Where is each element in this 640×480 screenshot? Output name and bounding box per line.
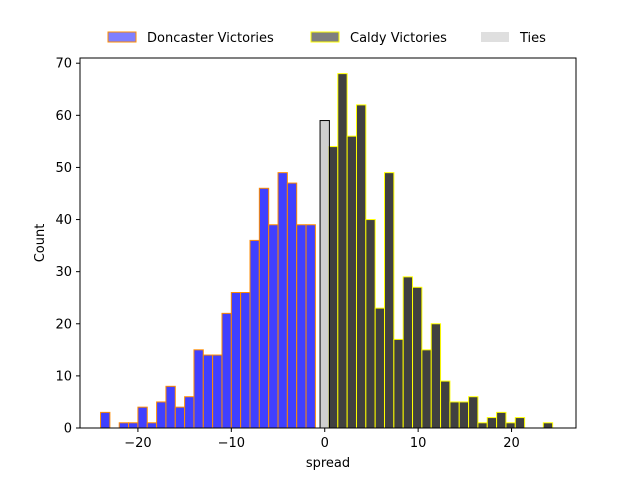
bar-doncaster	[286, 182, 298, 429]
legend-label-ties: Ties	[519, 31, 546, 46]
bar-caldy	[393, 338, 404, 429]
x-tick-label: 10	[410, 436, 427, 451]
bars-layer	[100, 73, 554, 429]
legend-swatch-ties	[481, 32, 509, 42]
bar-caldy	[477, 422, 488, 429]
bar-caldy	[355, 104, 367, 429]
bar-doncaster	[137, 406, 148, 429]
bar-doncaster	[268, 224, 279, 429]
y-axis-title: Count	[33, 224, 48, 263]
bar-doncaster	[100, 411, 111, 429]
bar-doncaster	[184, 396, 195, 429]
plot-frame	[79, 57, 577, 429]
x-axis-title: spread	[306, 456, 350, 471]
bar-doncaster	[296, 224, 307, 429]
bar-doncaster	[118, 422, 130, 429]
bar-doncaster	[305, 224, 316, 429]
bar-caldy	[402, 276, 414, 429]
legend: Doncaster Victories Caldy Victories Ties	[107, 31, 546, 46]
bar-caldy	[346, 135, 357, 429]
bar-doncaster	[128, 422, 139, 429]
bar-doncaster	[221, 312, 232, 429]
y-tick-label: 50	[55, 161, 72, 176]
bar-doncaster	[165, 385, 176, 429]
bar-doncaster	[202, 354, 214, 429]
x-tick-label: −10	[218, 436, 245, 451]
bar-caldy	[374, 307, 386, 429]
bar-caldy	[365, 219, 376, 429]
bar-caldy	[430, 323, 442, 429]
bar-caldy	[496, 411, 507, 429]
bar-caldy	[486, 417, 498, 429]
bar-caldy	[421, 349, 432, 429]
bar-doncaster	[146, 422, 158, 429]
bar-doncaster	[156, 401, 167, 429]
bar-doncaster	[258, 187, 270, 429]
bar-doncaster	[212, 354, 223, 429]
bar-doncaster	[277, 172, 288, 429]
y-tick-label: 60	[55, 109, 72, 124]
x-axis-ticks: −20 −10 0 10 20	[124, 428, 520, 451]
bar-caldy	[412, 286, 423, 429]
bar-ties	[319, 120, 330, 429]
x-tick-label: −20	[124, 436, 151, 451]
legend-label-caldy: Caldy Victories	[350, 31, 447, 46]
y-tick-label: 0	[64, 422, 72, 437]
y-tick-label: 40	[55, 213, 72, 228]
legend-swatch-caldy	[310, 31, 340, 43]
x-tick-label: 20	[503, 436, 520, 451]
bar-caldy	[449, 401, 460, 429]
bar-caldy	[542, 422, 554, 429]
bar-caldy	[337, 73, 348, 429]
legend-label-doncaster: Doncaster Victories	[147, 31, 274, 46]
y-tick-label: 30	[55, 265, 72, 280]
bar-doncaster	[193, 349, 204, 429]
y-tick-label: 20	[55, 317, 72, 332]
bar-doncaster	[230, 292, 242, 429]
bar-caldy	[505, 422, 516, 429]
bar-doncaster	[249, 239, 260, 429]
bar-doncaster	[240, 292, 251, 429]
bar-caldy	[440, 380, 451, 429]
x-tick-label: 0	[321, 436, 329, 451]
bar-caldy	[458, 401, 470, 429]
legend-swatch-doncaster	[107, 31, 137, 43]
bar-caldy	[384, 172, 395, 429]
y-tick-label: 70	[55, 57, 72, 72]
y-tick-label: 10	[55, 369, 72, 384]
bar-caldy	[514, 417, 526, 429]
y-axis-ticks: 0 10 20 30 40 50 60 70	[55, 57, 80, 437]
bar-doncaster	[174, 406, 186, 429]
bar-caldy	[468, 396, 479, 429]
